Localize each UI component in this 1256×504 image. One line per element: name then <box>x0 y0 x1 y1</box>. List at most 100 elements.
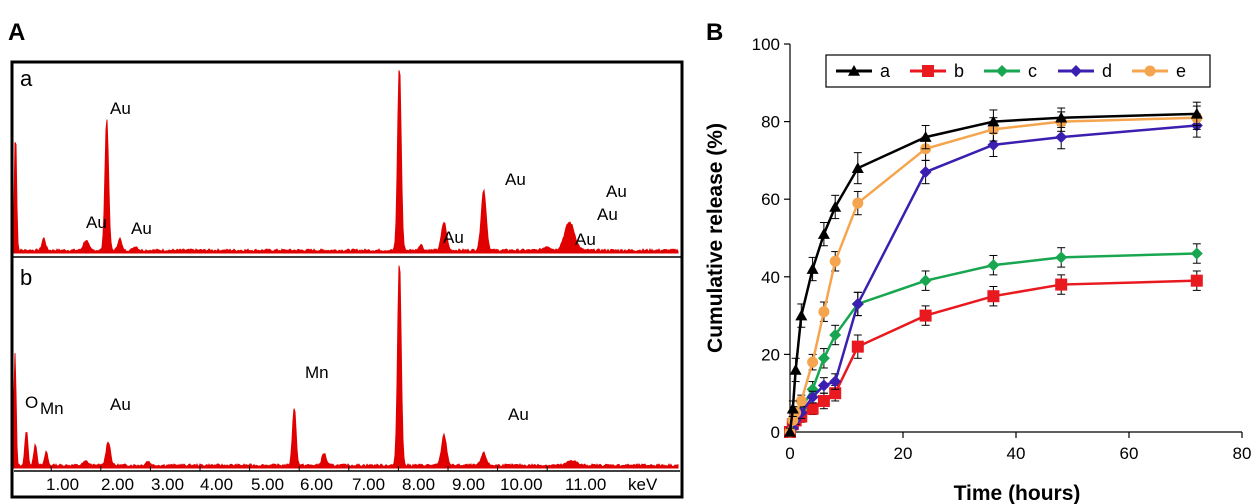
data-point-c <box>829 329 842 341</box>
data-point-b <box>919 309 932 322</box>
data-point-b <box>987 290 1000 303</box>
release-chart: 0 20 40 60 80 0 20 40 60 80 100 Time (hours) Cumul… <box>704 35 1251 504</box>
data-point-c <box>1190 247 1203 260</box>
data-point-e <box>807 356 819 368</box>
y-tick-label: 20 <box>761 345 780 364</box>
peak-label: Au <box>131 219 152 238</box>
legend-label-b: b <box>954 61 964 81</box>
x-tick-label: 60 <box>1120 444 1139 463</box>
data-point-d <box>806 391 819 404</box>
data-point-b <box>806 402 819 415</box>
peak-label: O <box>25 393 38 412</box>
kev-tick-label: 11.00 <box>565 475 606 494</box>
legend-marker-e <box>1144 65 1156 77</box>
legend-label-a: a <box>880 61 891 81</box>
series-a <box>784 101 1203 437</box>
x-tick-label: 0 <box>785 444 794 463</box>
peak-label: Au <box>110 99 131 118</box>
data-point-a <box>784 426 796 437</box>
data-point-c <box>1055 251 1068 264</box>
y-tick-label: 40 <box>761 268 780 287</box>
kev-tick-label: 5.00 <box>251 475 284 494</box>
kev-unit-label: keV <box>628 475 658 494</box>
spectrum-a-label: a <box>20 66 33 91</box>
data-point-c <box>987 259 1000 272</box>
legend-marker-a <box>848 65 860 76</box>
legend-marker-b <box>922 65 934 77</box>
legend: a b c d e <box>825 54 1211 88</box>
data-point-d <box>1055 131 1068 144</box>
data-point-a <box>817 228 830 239</box>
spectrum-a-trace <box>13 70 679 254</box>
legend-label-e: e <box>1176 61 1186 81</box>
data-point-e <box>852 197 864 209</box>
spectrum-a: a Au Au Au Au Au Au Au Au <box>13 66 679 254</box>
kev-tick-label: 8.00 <box>402 475 435 494</box>
peak-label: Au <box>443 228 464 247</box>
y-tick-label: 100 <box>752 35 780 54</box>
x-tick-label: 40 <box>1007 444 1026 463</box>
kev-tick-label: 1.00 <box>46 475 79 494</box>
data-point-c <box>919 274 932 287</box>
data-point-a <box>851 162 864 173</box>
data-point-a <box>1055 111 1068 123</box>
data-point-b <box>829 387 842 400</box>
legend-marker-d <box>1070 65 1082 77</box>
data-point-a <box>786 402 799 414</box>
data-point-e <box>818 306 830 318</box>
kev-tick-label: 7.00 <box>352 475 385 494</box>
spectrum-b: b O Mn Au Mn Au <box>13 265 679 469</box>
series-b <box>784 270 1203 438</box>
data-point-d <box>851 297 864 310</box>
legend-marker-c <box>996 65 1008 77</box>
spectrum-b-trace <box>13 265 679 469</box>
data-point-a <box>829 200 842 212</box>
series-line-c <box>788 252 1197 433</box>
y-tick-label: 80 <box>761 113 780 132</box>
x-tick-label: 20 <box>894 444 913 463</box>
data-point-b <box>817 394 830 407</box>
peak-label: Au <box>86 213 107 232</box>
spectrum-b-label: b <box>20 265 32 290</box>
x-axis-title: Time (hours) <box>954 482 1081 504</box>
data-point-a <box>987 115 1000 127</box>
series-line-a <box>788 112 1197 433</box>
y-axis-title: Cumulative release (%) <box>704 123 727 353</box>
series-layer <box>784 101 1203 438</box>
data-point-d <box>817 379 830 392</box>
data-point-a <box>795 309 808 321</box>
series-line-d <box>788 124 1197 433</box>
panel-a-frame <box>10 60 684 499</box>
peak-label: Mn <box>40 399 64 418</box>
panel-a-label: A <box>8 19 25 46</box>
legend-label-d: d <box>1102 61 1112 81</box>
data-point-a <box>806 263 819 274</box>
kev-tick-label: 3.00 <box>151 475 184 494</box>
kev-tick-label: 9.00 <box>452 475 485 494</box>
peak-label: Mn <box>305 363 329 382</box>
peak-label: Au <box>606 182 627 201</box>
data-point-d <box>987 138 1000 151</box>
data-point-b <box>1190 274 1203 287</box>
peak-label: Au <box>597 205 618 224</box>
kev-tick-label: 4.00 <box>200 475 233 494</box>
data-point-b <box>851 340 864 353</box>
data-point-e <box>795 395 807 407</box>
data-point-a <box>1190 107 1203 119</box>
peak-label: Au <box>575 230 596 249</box>
x-tick-label: 80 <box>1233 444 1252 463</box>
data-point-d <box>829 375 842 388</box>
peak-label: Au <box>508 405 529 424</box>
kev-tick-label: 2.00 <box>101 475 134 494</box>
series-d <box>784 113 1203 438</box>
data-point-e <box>829 255 841 267</box>
panel-b-label: B <box>706 19 723 46</box>
data-point-d <box>919 166 932 179</box>
legend-label-c: c <box>1028 61 1037 81</box>
data-point-b <box>1055 278 1068 291</box>
kev-tick-label: 6.00 <box>300 475 333 494</box>
peak-label: Au <box>505 170 526 189</box>
peak-label: Au <box>110 395 131 414</box>
kev-axis: 1.00 2.00 3.00 4.00 5.00 6.00 7.00 8.00 … <box>46 466 658 494</box>
